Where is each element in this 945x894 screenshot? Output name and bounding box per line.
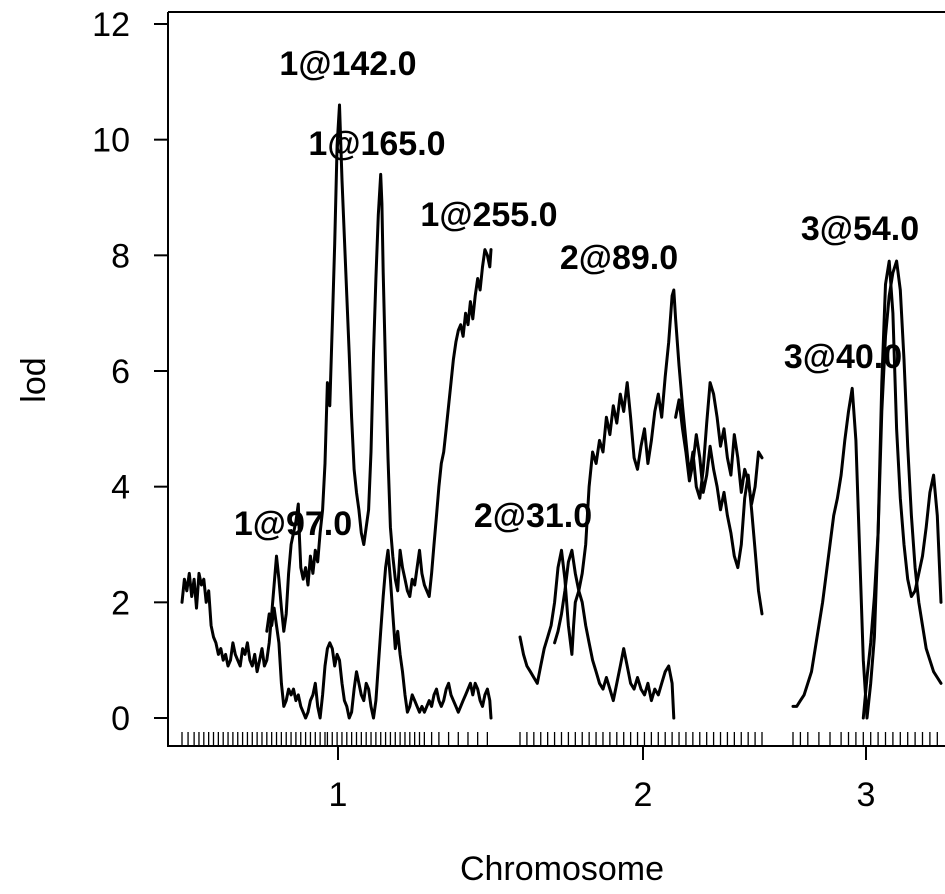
peak-label: 1@165.0: [308, 125, 445, 163]
x-tick-label: 3: [857, 776, 876, 814]
x-axis-title: Chromosome: [460, 850, 664, 888]
lod-curve-chr3: [861, 259, 943, 720]
marker-rug: [181, 732, 938, 746]
y-axis-title: lod: [15, 357, 53, 402]
lod-curve-chr2: [674, 398, 764, 616]
peak-labels: 1@142.0 1@165.0 1@255.02@89.0 3@54.0 3@40.0 1…: [234, 45, 919, 543]
peak-label: 1@255.0: [420, 196, 557, 234]
y-tick-label: 8: [111, 237, 130, 275]
lod-curve-chr3: [791, 259, 943, 720]
x-tick-label: 1: [329, 776, 348, 814]
x-tick-label: 2: [634, 776, 653, 814]
lod-curve-chr2: [518, 288, 764, 685]
y-tick-label: 2: [111, 584, 130, 622]
y-tick-label: 6: [111, 353, 130, 391]
lod-curve-chr1: [180, 103, 493, 674]
peak-label: 3@40.0: [784, 338, 902, 376]
y-tick-label: 0: [111, 700, 130, 738]
peak-label: 2@89.0: [560, 239, 678, 277]
peak-label: 1@142.0: [279, 45, 416, 83]
peak-label: 2@31.0: [474, 497, 592, 535]
y-tick-label: 10: [92, 122, 130, 160]
y-tick-label: 4: [111, 469, 130, 507]
peak-label: 1@97.0: [234, 505, 352, 543]
y-tick-label: 12: [92, 6, 130, 44]
peak-label: 3@54.0: [801, 210, 919, 248]
lod-curve-chr2: [553, 548, 676, 720]
lod-curves: [180, 103, 943, 720]
lod-curve-chr1: [265, 548, 493, 720]
